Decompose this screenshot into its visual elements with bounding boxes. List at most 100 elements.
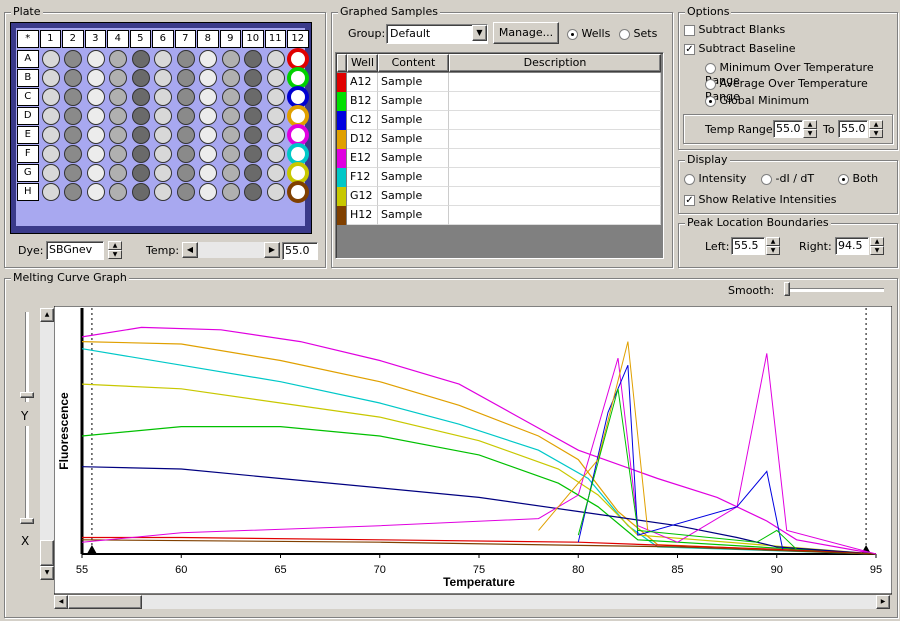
plate-well[interactable] xyxy=(266,88,285,106)
table-cell-content[interactable]: Sample xyxy=(378,187,449,206)
graph-hscroll[interactable]: ◀ ▶ xyxy=(54,595,890,609)
peak-left-input[interactable]: 55.5 xyxy=(731,237,765,255)
peak-right-input[interactable]: 94.5 xyxy=(835,237,869,255)
plate-well[interactable] xyxy=(221,164,240,182)
plate-col-header[interactable]: 6 xyxy=(152,30,174,48)
peak-right-spinner[interactable]: ▲ ▼ xyxy=(870,237,884,255)
plate-well[interactable] xyxy=(131,126,150,144)
plate-well[interactable] xyxy=(109,164,127,182)
plate-well[interactable] xyxy=(131,88,150,106)
table-cell-content[interactable]: Sample xyxy=(378,111,449,130)
plate-well[interactable] xyxy=(64,107,82,125)
plate-well[interactable] xyxy=(64,183,82,201)
plate-well[interactable] xyxy=(176,126,195,144)
plate-well[interactable] xyxy=(41,107,60,125)
plate-row-header[interactable]: G xyxy=(17,164,39,182)
both-radio[interactable]: Both xyxy=(838,172,878,185)
plate-well[interactable] xyxy=(221,88,240,106)
plate-well[interactable] xyxy=(176,107,195,125)
manage-button[interactable]: Manage... xyxy=(493,22,559,44)
show-relative-checkbox[interactable]: ✓ Show Relative Intensities xyxy=(684,193,837,206)
plate-well[interactable] xyxy=(86,164,105,182)
plate-well[interactable] xyxy=(244,107,262,125)
plate-well[interactable] xyxy=(109,145,127,163)
temp-to-spinner[interactable]: ▲ ▼ xyxy=(869,120,883,138)
scroll-up-icon[interactable]: ▲ xyxy=(40,308,54,322)
plate-well[interactable] xyxy=(244,126,262,144)
plate-well[interactable] xyxy=(64,88,82,106)
table-cell-well[interactable]: C12 xyxy=(347,111,378,130)
plate-well[interactable] xyxy=(199,107,217,125)
table-cell-description[interactable] xyxy=(449,130,661,149)
plate-well[interactable] xyxy=(41,145,60,163)
col-header-description[interactable]: Description xyxy=(449,54,661,72)
plate-well[interactable] xyxy=(266,145,285,163)
plate-well[interactable] xyxy=(64,164,82,182)
plate-well[interactable] xyxy=(244,69,262,87)
plate-row-header[interactable]: H xyxy=(17,183,39,201)
temp-range-to-input[interactable]: 55.0 xyxy=(838,120,868,138)
plate-well[interactable] xyxy=(154,183,172,201)
table-cell-well[interactable]: B12 xyxy=(347,92,378,111)
plate-well[interactable] xyxy=(154,145,172,163)
plate-well[interactable] xyxy=(176,88,195,106)
plate-row-header[interactable]: A xyxy=(17,50,39,68)
plate-col-header[interactable]: 3 xyxy=(84,30,106,48)
plate-well[interactable] xyxy=(287,181,309,203)
plate-well[interactable] xyxy=(86,183,105,201)
didt-radio[interactable]: -dI / dT xyxy=(761,172,814,185)
sets-radio[interactable]: Sets xyxy=(619,27,657,40)
plate-well[interactable] xyxy=(86,50,105,68)
plate-well[interactable] xyxy=(221,183,240,201)
plate-well[interactable] xyxy=(109,69,127,87)
plate-well[interactable] xyxy=(131,69,150,87)
plate-well[interactable] xyxy=(154,164,172,182)
plate-row-header[interactable]: B xyxy=(17,69,39,87)
y-zoom-slider[interactable] xyxy=(20,312,34,402)
scroll-left-icon[interactable]: ◀ xyxy=(54,595,68,609)
plate-well[interactable] xyxy=(86,107,105,125)
plate-col-header[interactable]: 2 xyxy=(62,30,84,48)
plate-well[interactable] xyxy=(199,126,217,144)
table-cell-well[interactable]: G12 xyxy=(347,187,378,206)
plate-well[interactable] xyxy=(221,126,240,144)
plate-well[interactable] xyxy=(131,164,150,182)
plate-well[interactable] xyxy=(154,126,172,144)
plate-well[interactable] xyxy=(131,145,150,163)
plate-well[interactable] xyxy=(176,145,195,163)
plate-well[interactable] xyxy=(86,69,105,87)
table-cell-well[interactable]: F12 xyxy=(347,168,378,187)
plate-well[interactable] xyxy=(176,69,195,87)
plate-well[interactable] xyxy=(221,50,240,68)
plate-well[interactable] xyxy=(86,88,105,106)
x-zoom-slider[interactable] xyxy=(20,426,34,524)
plate-well[interactable] xyxy=(244,88,262,106)
temp-scroll-left[interactable]: ◀ xyxy=(182,242,198,258)
plate-well[interactable] xyxy=(41,183,60,201)
plate-col-header[interactable]: 9 xyxy=(219,30,241,48)
table-cell-description[interactable] xyxy=(449,92,661,111)
plate-well[interactable] xyxy=(199,164,217,182)
plate-col-header[interactable]: 5 xyxy=(129,30,151,48)
table-cell-well[interactable]: E12 xyxy=(347,149,378,168)
plate-well[interactable] xyxy=(131,50,150,68)
plate-col-header[interactable]: 10 xyxy=(242,30,264,48)
table-cell-content[interactable]: Sample xyxy=(378,168,449,187)
plate-well[interactable] xyxy=(244,145,262,163)
plate-well[interactable] xyxy=(154,50,172,68)
plate-row-header[interactable]: D xyxy=(17,107,39,125)
plate-well[interactable] xyxy=(86,145,105,163)
wells-radio[interactable]: Wells xyxy=(567,27,610,40)
graph-vscroll[interactable]: ▲ ▼ xyxy=(40,308,54,580)
melting-curve-chart[interactable]: 55 60 65 70 75 80 85 90 95 Temperature Fluorescenc… xyxy=(54,306,892,596)
temp-input[interactable]: 55.0 xyxy=(282,242,318,260)
plate-well[interactable] xyxy=(154,88,172,106)
temp-range-from-input[interactable]: 55.0 xyxy=(773,120,803,138)
plate-well[interactable] xyxy=(131,107,150,125)
plate-well[interactable] xyxy=(244,50,262,68)
dye-select[interactable]: SBGnev xyxy=(46,241,104,260)
plate-well[interactable] xyxy=(266,107,285,125)
table-cell-description[interactable] xyxy=(449,187,661,206)
table-cell-description[interactable] xyxy=(449,206,661,225)
plate-well[interactable] xyxy=(176,183,195,201)
